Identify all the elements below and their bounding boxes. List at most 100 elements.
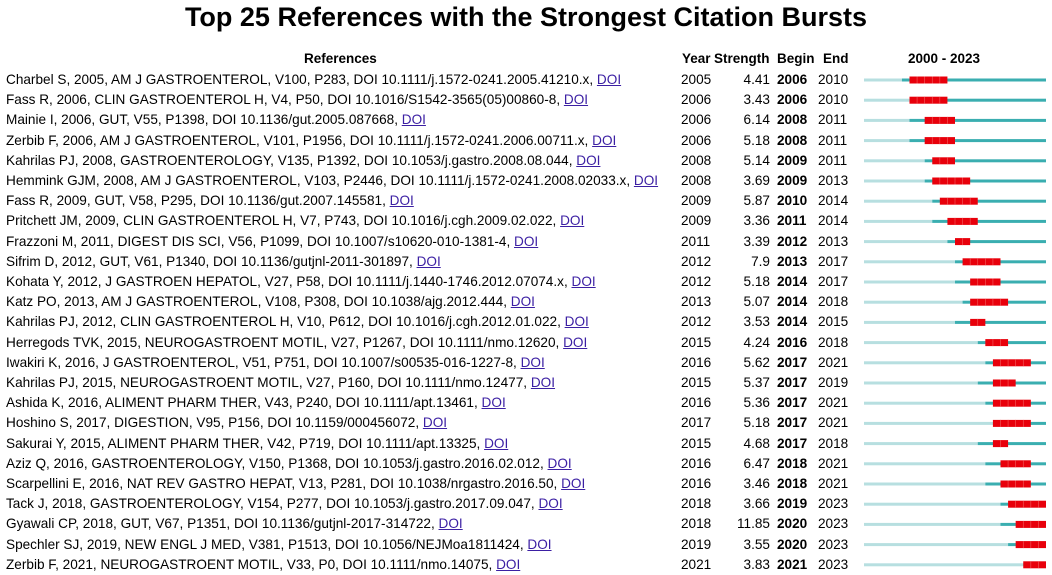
- reference-citation: Mainie I, 2006, GUT, V55, P1398, DOI 10.…: [6, 110, 426, 130]
- begin-cell: 2008: [777, 112, 808, 128]
- begin-cell: 2020: [777, 516, 808, 532]
- doi-link[interactable]: DOI: [547, 455, 572, 471]
- doi-link[interactable]: DOI: [530, 375, 556, 390]
- doi-link[interactable]: DOI: [401, 112, 426, 128]
- reference-citation: Tack J, 2018, GASTROENTEROLOGY, V154, P2…: [6, 494, 563, 514]
- reference-text: Katz PO, 2013, AM J GASTROENTEROL, V108,…: [6, 294, 511, 310]
- reference-text: Kohata Y, 2012, J GASTROEN HEPATOL, V27,…: [6, 274, 572, 289]
- burst-bar: [992, 359, 1031, 367]
- reference-text: Hoshino S, 2017, DIGESTION, V95, P156, D…: [6, 415, 423, 431]
- doi-link[interactable]: DOI: [563, 92, 589, 108]
- table-row: Pritchett JM, 2009, CLIN GASTROENTEROL H…: [0, 211, 1052, 231]
- doi-link[interactable]: DOI: [633, 173, 659, 188]
- timeline-before-segment: [864, 300, 963, 304]
- table-row: Gyawali CP, 2018, GUT, V67, P1351, DOI 1…: [0, 514, 1052, 534]
- doi-link[interactable]: DOI: [514, 233, 539, 249]
- doi-link[interactable]: DOI: [389, 193, 414, 209]
- doi-link[interactable]: DOI: [496, 556, 521, 572]
- doi-link[interactable]: DOI: [438, 516, 463, 532]
- year-cell: 2021: [681, 556, 712, 572]
- doi-link[interactable]: DOI: [527, 536, 552, 552]
- reference-citation: Frazzoni M, 2011, DIGEST DIS SCI, V56, P…: [6, 232, 538, 252]
- table-row: Frazzoni M, 2011, DIGEST DIS SCI, V56, P…: [0, 232, 1052, 252]
- year-cell: 2006: [681, 132, 712, 148]
- timeline-before-segment: [864, 563, 1024, 567]
- reference-text: Tack J, 2018, GASTROENTEROLOGY, V154, P2…: [6, 496, 539, 512]
- timeline-active-segment: [955, 320, 1046, 324]
- year-cell: 2011: [681, 233, 711, 249]
- year-cell: 2018: [681, 496, 712, 512]
- reference-text: Fass R, 2006, CLIN GASTROENTEROL H, V4, …: [6, 92, 564, 108]
- reference-citation: Iwakiri K, 2016, J GASTROENTEROL, V51, P…: [6, 353, 545, 373]
- end-cell: 2023: [818, 536, 849, 552]
- strength-cell: 5.14: [743, 152, 770, 168]
- table-row: Kahrilas PJ, 2008, GASTROENTEROLOGY, V13…: [0, 151, 1052, 171]
- reference-citation: Charbel S, 2005, AM J GASTROENTEROL, V10…: [6, 70, 621, 90]
- reference-citation: Zerbib F, 2006, AM J GASTROENTEROL, V101…: [6, 131, 616, 151]
- strength-cell: 3.66: [743, 496, 770, 512]
- burst-bar: [1008, 500, 1046, 508]
- end-cell: 2021: [818, 354, 849, 370]
- table-row: Iwakiri K, 2016, J GASTROENTEROL, V51, P…: [0, 353, 1052, 373]
- timeline-before-segment: [864, 240, 948, 244]
- year-cell: 2008: [681, 152, 712, 168]
- timeline-before-segment: [864, 482, 986, 486]
- end-cell: 2019: [818, 375, 849, 390]
- doi-link[interactable]: DOI: [564, 314, 589, 330]
- begin-cell: 2010: [777, 193, 808, 209]
- reference-text: Charbel S, 2005, AM J GASTROENTEROL, V10…: [6, 72, 597, 87]
- begin-cell: 2018: [777, 455, 808, 471]
- strength-cell: 7.9: [751, 253, 770, 269]
- end-cell: 2011: [818, 152, 848, 168]
- year-cell: 2009: [681, 193, 712, 209]
- doi-link[interactable]: DOI: [596, 72, 622, 87]
- doi-link[interactable]: DOI: [416, 253, 441, 269]
- doi-link[interactable]: DOI: [510, 294, 535, 310]
- doi-link[interactable]: DOI: [520, 354, 545, 370]
- doi-link[interactable]: DOI: [563, 334, 588, 350]
- doi-link[interactable]: DOI: [422, 415, 448, 431]
- begin-cell: 2019: [777, 496, 808, 512]
- doi-link[interactable]: DOI: [481, 395, 506, 411]
- doi-link[interactable]: DOI: [484, 435, 509, 451]
- reference-text: Pritchett JM, 2009, CLIN GASTROENTEROL H…: [6, 213, 561, 229]
- doi-link[interactable]: DOI: [561, 476, 586, 491]
- timeline-before-segment: [864, 381, 978, 385]
- table-row: Zerbib F, 2006, AM J GASTROENTEROL, V101…: [0, 131, 1052, 151]
- reference-citation: Scarpellini E, 2016, NAT REV GASTRO HEPA…: [6, 474, 585, 494]
- strength-cell: 5.18: [743, 415, 770, 431]
- timeline-before-segment: [864, 118, 910, 122]
- doi-link[interactable]: DOI: [576, 152, 601, 168]
- reference-text: Scarpellini E, 2016, NAT REV GASTRO HEPA…: [6, 476, 562, 491]
- strength-cell: 5.18: [743, 132, 770, 148]
- burst-bar: [992, 419, 1031, 427]
- end-cell: 2023: [818, 516, 849, 532]
- end-cell: 2018: [818, 294, 849, 310]
- year-cell: 2012: [681, 253, 712, 269]
- timeline-before-segment: [864, 522, 1001, 526]
- burst-bar: [985, 339, 1009, 347]
- begin-cell: 2016: [777, 334, 808, 350]
- doi-link[interactable]: DOI: [592, 132, 617, 148]
- year-cell: 2018: [681, 516, 712, 532]
- chart-title: Top 25 References with the Strongest Cit…: [184, 2, 868, 32]
- end-cell: 2013: [818, 173, 849, 188]
- doi-link[interactable]: DOI: [560, 213, 585, 229]
- end-cell: 2010: [818, 72, 849, 87]
- timeline-active-segment: [932, 219, 1046, 223]
- timeline-active-segment: [977, 442, 1046, 446]
- timeline-before-segment: [864, 320, 955, 324]
- doi-link[interactable]: DOI: [571, 274, 596, 289]
- timeline-active-segment: [901, 78, 1046, 82]
- strength-cell: 5.18: [743, 274, 770, 289]
- timeline-active-segment: [909, 118, 1046, 122]
- end-cell: 2021: [818, 476, 849, 491]
- begin-cell: 2009: [777, 173, 808, 188]
- begin-cell: 2014: [777, 314, 808, 330]
- header-references: References: [304, 51, 377, 66]
- doi-link[interactable]: DOI: [538, 496, 563, 512]
- reference-citation: Kahrilas PJ, 2015, NEUROGASTROENT MOTIL,…: [6, 373, 555, 393]
- table-row: Sifrim D, 2012, GUT, V61, P1340, DOI 10.…: [0, 252, 1052, 272]
- reference-text: Spechler SJ, 2019, NEW ENGL J MED, V381,…: [6, 536, 528, 552]
- reference-text: Gyawali CP, 2018, GUT, V67, P1351, DOI 1…: [6, 516, 439, 532]
